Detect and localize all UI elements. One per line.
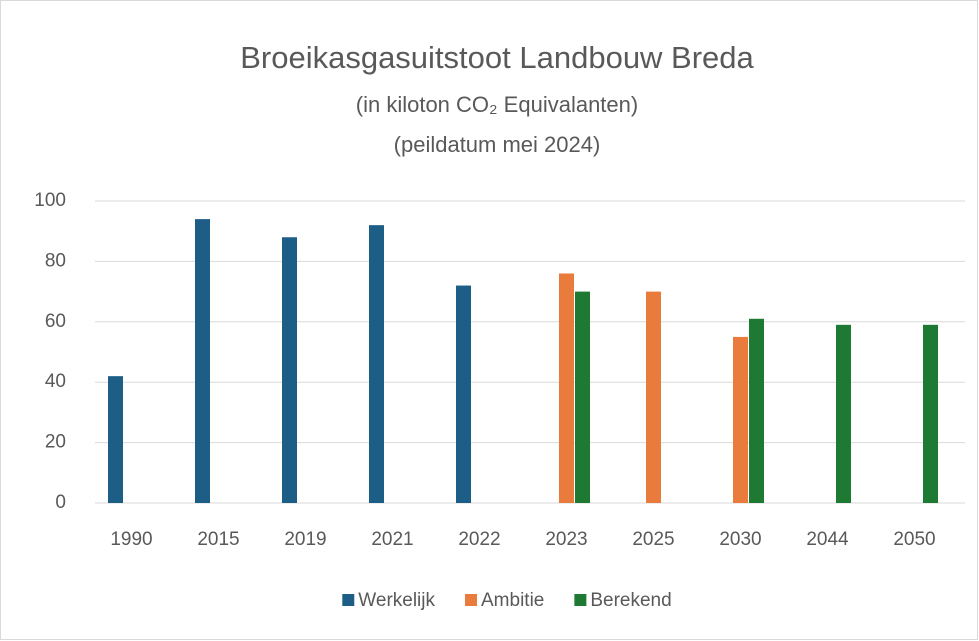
bar (575, 291, 590, 503)
y-tick-label: 80 (45, 250, 66, 271)
x-tick-label: 2015 (197, 529, 239, 550)
bar (749, 318, 764, 503)
bar (108, 376, 123, 503)
y-tick-label: 100 (34, 190, 66, 211)
x-tick-label: 2019 (284, 529, 326, 550)
x-tick-label: 2022 (458, 529, 500, 550)
bar (923, 324, 938, 503)
bar (559, 273, 574, 503)
x-tick-label: 2023 (545, 529, 587, 550)
x-tick-label: 2030 (719, 529, 761, 550)
legend-swatch (342, 594, 355, 606)
legend-swatch (465, 594, 478, 606)
bar (282, 237, 297, 504)
legend-label: Berekend (590, 590, 671, 611)
y-tick-label: 60 (45, 311, 66, 332)
bar (646, 291, 661, 503)
legend-label: Werkelijk (358, 590, 435, 611)
x-tick-label: 2044 (806, 529, 849, 550)
chart-subtitle: (in kiloton CO₂ Equivalanten) (356, 92, 638, 117)
bar (369, 225, 384, 503)
chart-title: Broeikasgasuitstoot Landbouw Breda (240, 40, 754, 75)
bar (456, 285, 471, 503)
y-tick-label: 40 (45, 371, 66, 392)
bar (195, 219, 210, 503)
x-tick-label: 1990 (110, 529, 152, 550)
bar (836, 324, 851, 503)
chart-subtitle: (peildatum mei 2024) (394, 132, 601, 157)
x-tick-label: 2050 (893, 529, 935, 550)
x-tick-label: 2025 (632, 529, 674, 550)
legend-label: Ambitie (481, 590, 544, 611)
y-tick-label: 0 (55, 492, 66, 513)
legend-swatch (574, 594, 587, 606)
x-tick-label: 2021 (371, 529, 413, 550)
bar (733, 336, 748, 503)
y-tick-label: 20 (45, 432, 66, 453)
